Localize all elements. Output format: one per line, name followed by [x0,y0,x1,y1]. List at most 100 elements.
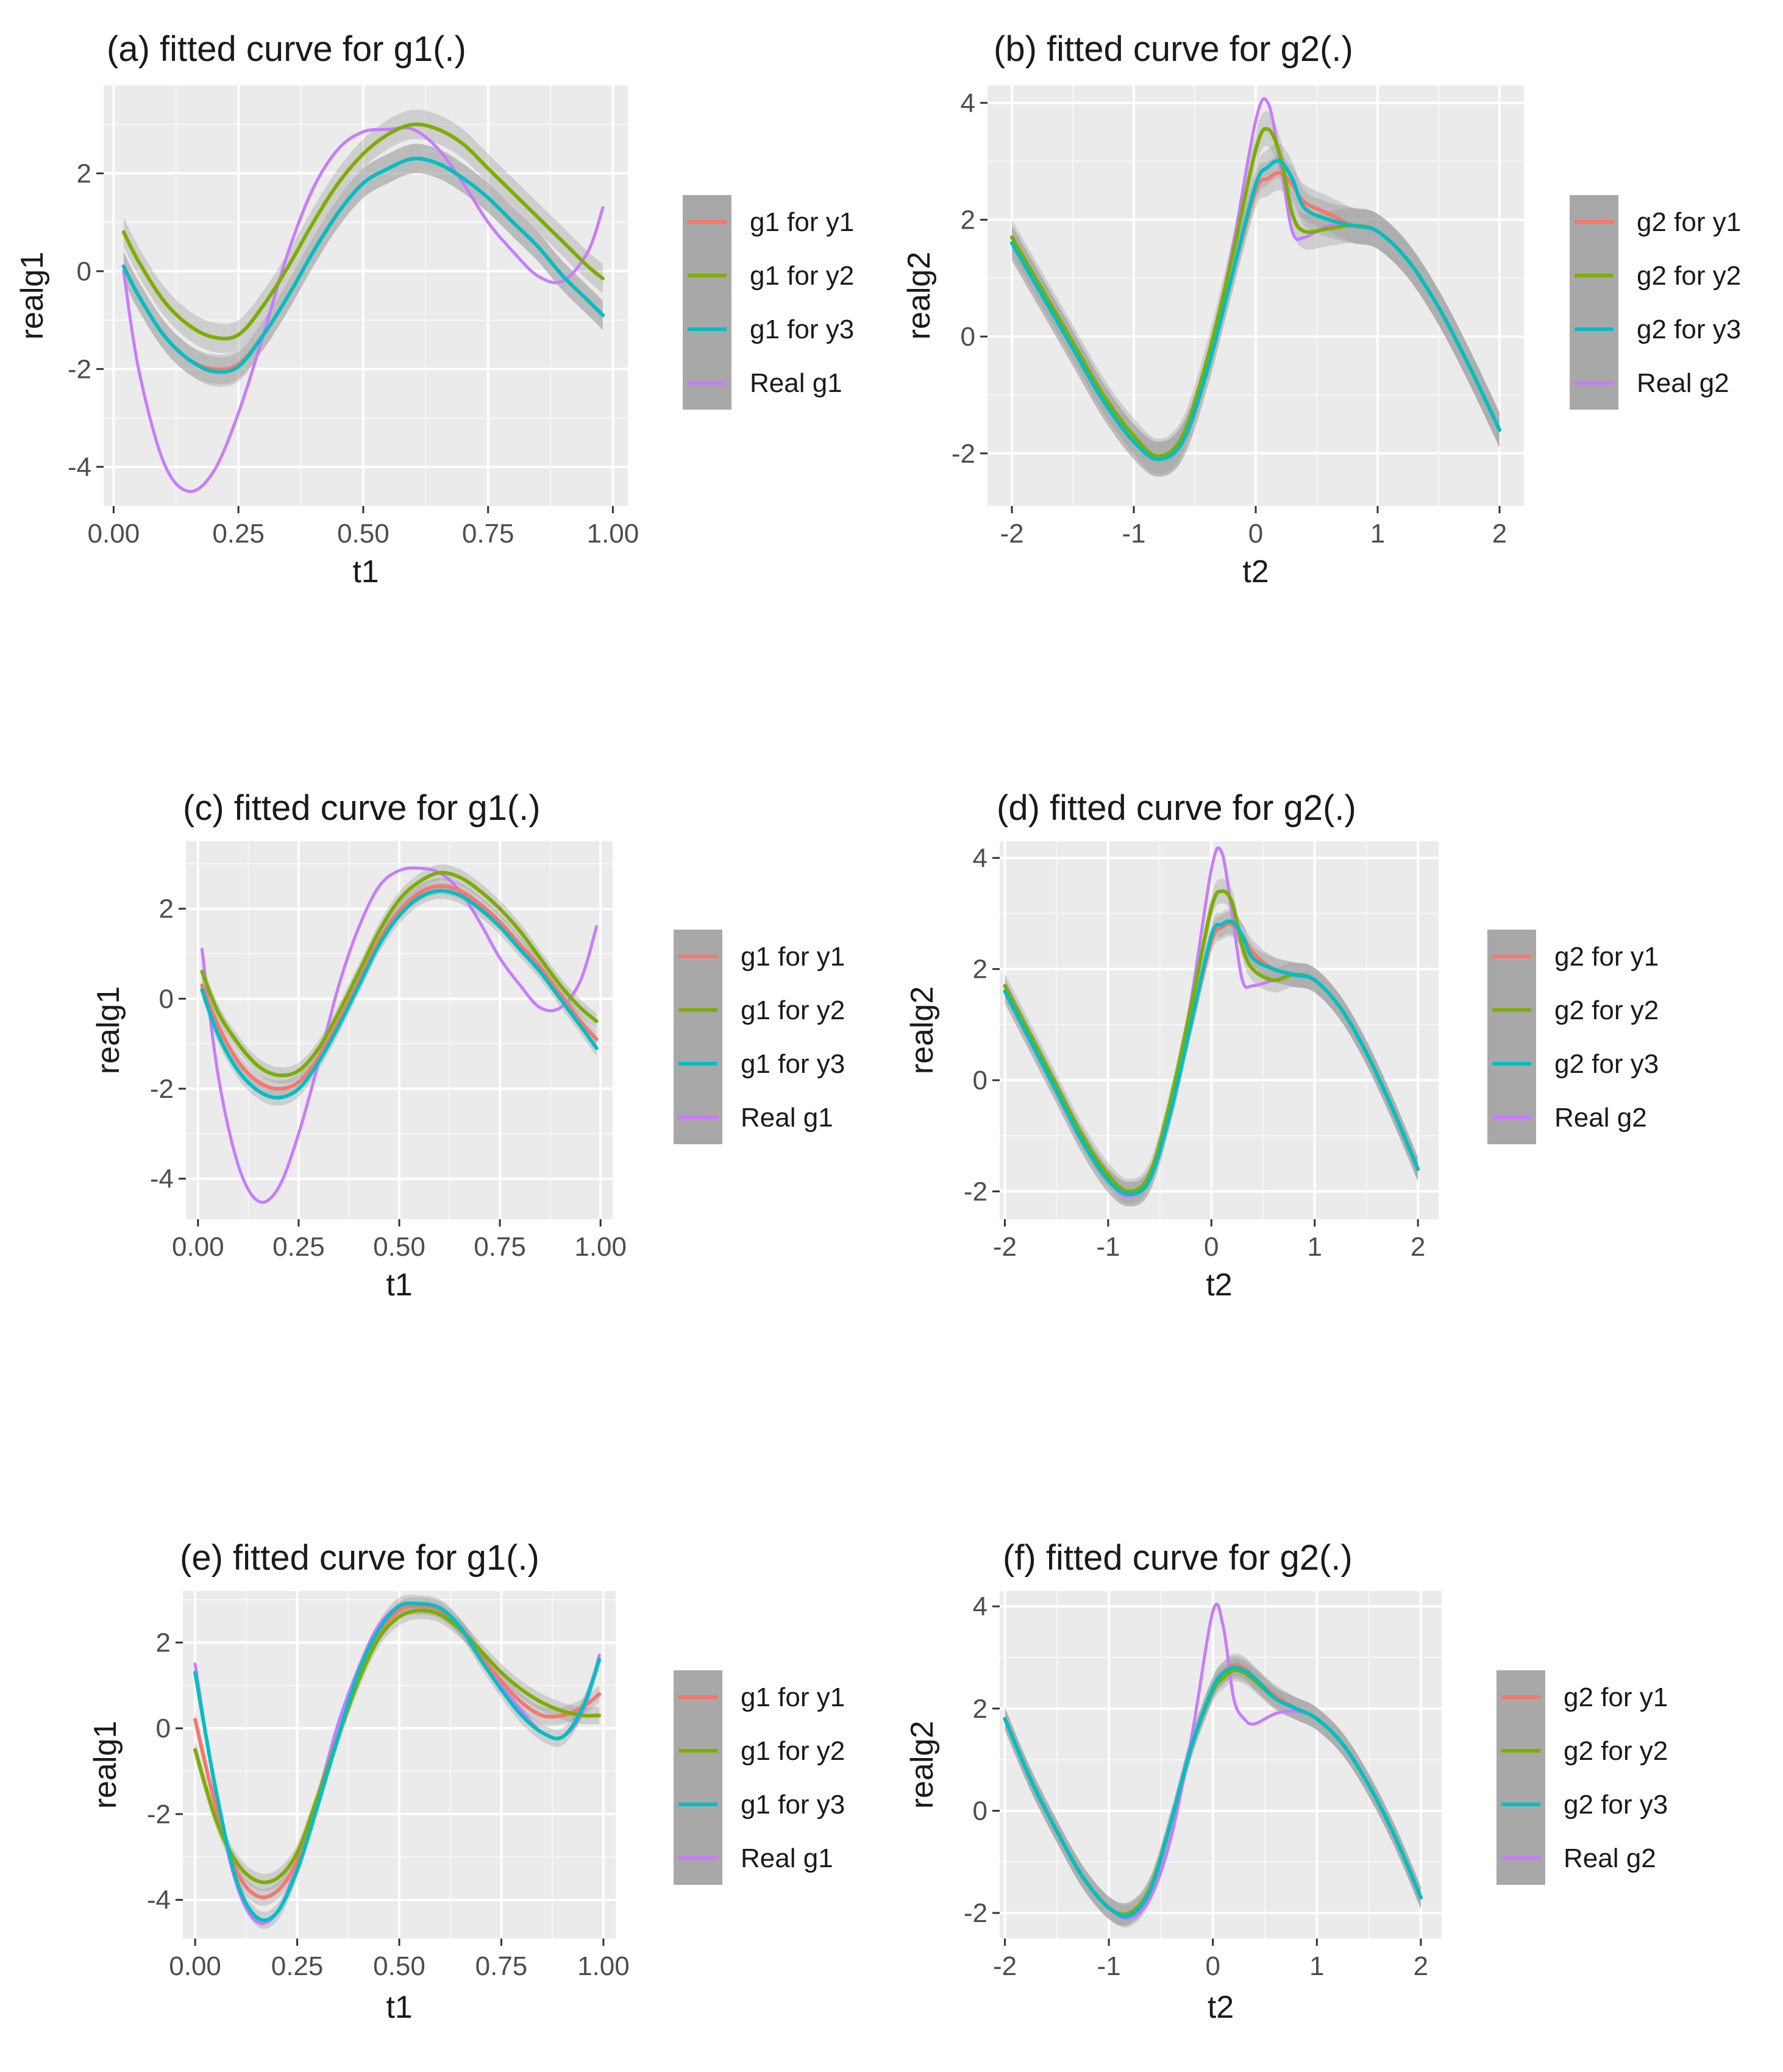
confidence-band-1 [123,144,603,385]
panel-title: (e) fitted curve for g1(.) [180,1538,539,1578]
x-tick-label: -1 [1096,1232,1120,1262]
y-axis-label: realg1 [15,252,50,340]
x-tick-label: 2 [1492,519,1507,549]
y-tick-label: 4 [973,1592,988,1622]
x-tick-label: 1 [1307,1232,1322,1262]
legend-label: Real g1 [741,1843,833,1873]
panel-a: (a) fitted curve for g1(.) 0.00 0.25 0.50 0.… [15,29,854,589]
legend-label: g2 for y1 [1637,207,1741,237]
x-axis-label: t2 [1206,1267,1232,1303]
x-tick-label: 0.00 [169,1951,221,1981]
x-tick-label: -2 [1000,519,1023,549]
x-tick-label: 0.25 [271,1951,324,1981]
y-tick-label: -2 [150,1074,174,1104]
x-tick-label: 0.00 [172,1232,224,1262]
x-tick-label: 1.00 [577,1951,630,1981]
panel-e: (e) fitted curve for g1(.) 0.00 0.25 0.50 0.… [88,1538,845,2025]
panel-title: (a) fitted curve for g1(.) [107,29,466,69]
fitted-curve-line-y2 [193,1608,602,1884]
x-tick-label: 1.00 [574,1232,627,1262]
x-tick-label: 0 [1205,1951,1220,1981]
x-axis-label: t1 [386,1990,412,2025]
legend-label: Real g1 [741,1103,833,1133]
x-tick-label: 0.00 [88,519,140,549]
confidence-band-1 [1012,155,1500,477]
x-tick-label: 1 [1370,519,1385,549]
legend: g1 for y1 g1 for y2 g1 for y3 Real g1 [674,930,845,1144]
confidence-band-2 [195,1601,600,1892]
x-axis-label: t2 [1242,554,1269,589]
y-tick-label: 4 [973,843,988,873]
panel-title: (f) fitted curve for g2(.) [1003,1538,1353,1578]
legend-label: g1 for y3 [741,1049,845,1079]
fitted-curve-line-y1 [200,884,599,1091]
x-tick-label: 0.50 [337,519,390,549]
fitted-curve-line-y3 [200,889,599,1100]
x-tick-label: 0.75 [462,519,514,549]
legend-label: g1 for y3 [741,1790,845,1820]
fitted-curve-line-y3 [1003,1665,1423,1918]
legend-label: g2 for y1 [1564,1682,1668,1712]
legend-label: Real g2 [1637,368,1729,398]
legend: g2 for y1 g2 for y2 g2 for y3 Real g2 [1487,930,1659,1144]
panel-title: (b) fitted curve for g2(.) [994,29,1353,69]
confidence-band-3 [123,144,603,387]
plot-background [104,85,628,506]
legend-label: g1 for y1 [741,942,845,972]
y-tick-label: 0 [156,1714,171,1743]
x-tick-label: 2 [1411,1232,1425,1262]
y-tick-label: 0 [961,322,975,352]
y-tick-label: 0 [973,1066,988,1095]
y-tick-label: 2 [973,955,988,984]
confidence-band-1 [1005,911,1418,1206]
fitted-curve-line-y2 [200,870,599,1078]
legend-label: g2 for y2 [1554,995,1659,1025]
y-tick-label: -2 [964,1177,988,1206]
y-tick-label: -2 [147,1800,171,1829]
plot-background [1000,841,1439,1219]
x-tick-label: 0.75 [475,1951,528,1981]
panel-f: (f) fitted curve for g2(.) -2 -1 0 1 2 -2 0 2 4 t2… [905,1538,1668,2025]
y-tick-label: 0 [159,984,174,1014]
legend-label: Real g2 [1554,1103,1647,1133]
legend-label: g1 for y2 [741,995,845,1025]
x-tick-label: -1 [1122,519,1145,549]
confidence-band-2 [123,109,603,354]
y-tick-label: 4 [961,88,975,118]
x-tick-label: -1 [1097,1951,1121,1981]
legend-label: g1 for y1 [741,1682,845,1712]
legend-label: Real g1 [750,368,842,398]
x-axis-label: t1 [352,554,379,589]
legend: g1 for y1 g1 for y2 g1 for y3 Real g1 [683,195,854,410]
y-tick-label: -2 [68,354,91,384]
legend-label: g2 for y3 [1637,315,1741,344]
legend-label: Real g2 [1564,1843,1656,1873]
confidence-band-2 [1005,1659,1421,1926]
x-axis-label: t2 [1208,1990,1234,2025]
x-tick-label: 0 [1204,1232,1219,1262]
x-tick-label: 2 [1414,1951,1428,1981]
x-tick-label: 1.00 [587,519,639,549]
confidence-band-3 [1005,909,1418,1206]
real-curve-line [122,126,605,493]
panel-c: (c) fitted curve for g1(.) 0.00 0.25 0.50 0.… [91,788,845,1303]
fitted-curve-line-y3 [121,157,605,374]
panel-title: (d) fitted curve for g2(.) [997,788,1356,828]
panel-title: (c) fitted curve for g1(.) [183,788,541,828]
fitted-curve-line-y3 [1003,919,1420,1196]
plot-background [1000,1591,1442,1938]
fitted-curve-line-y1 [193,1604,602,1899]
y-tick-label: 2 [159,894,174,924]
y-tick-label: -4 [150,1164,174,1194]
x-tick-label: 0 [1248,519,1263,549]
y-axis-label: realg2 [902,252,937,340]
legend-label: g2 for y2 [1564,1736,1668,1766]
legend: g2 for y1 g2 for y2 g2 for y3 Real g2 [1570,195,1741,410]
legend-label: g2 for y3 [1564,1790,1668,1820]
legend-label: g2 for y3 [1554,1049,1659,1079]
x-tick-label: 0.25 [272,1232,325,1262]
x-tick-label: 1 [1309,1951,1324,1981]
y-axis-label: realg1 [91,986,126,1075]
fitted-curve-line-y3 [1010,158,1501,461]
y-tick-label: -4 [147,1885,171,1915]
